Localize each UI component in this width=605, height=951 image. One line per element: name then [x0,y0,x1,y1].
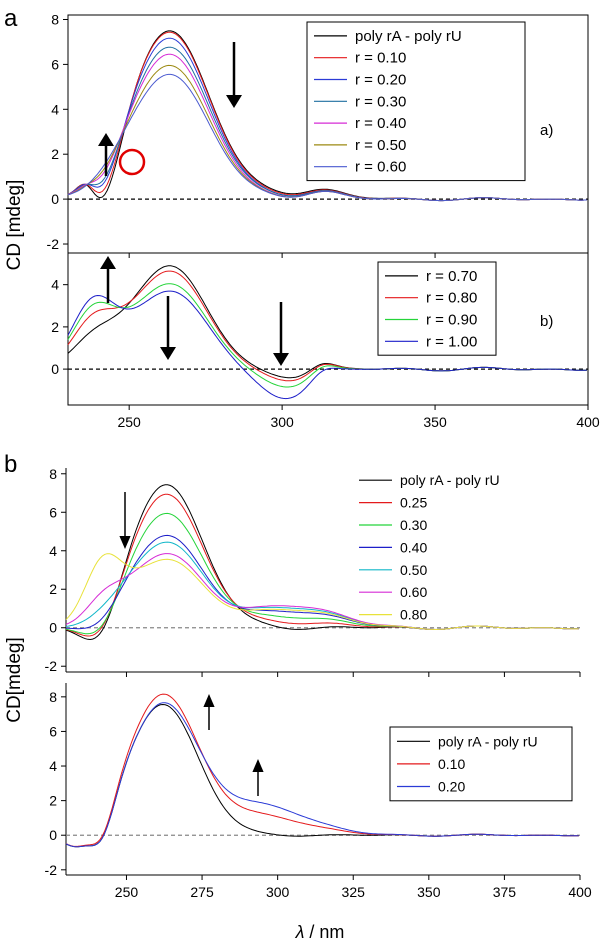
y-tick-label: 2 [51,146,59,162]
legend-b-upper-label: poly rA - poly rU [400,472,500,488]
series-line-2 [67,283,587,388]
legend-a-upper-label: r = 0.10 [355,50,406,67]
legend-b-upper-label: 0.40 [400,539,427,555]
y-tick-label: 8 [49,689,57,705]
series-line-1 [67,270,587,382]
series-line-0 [65,484,579,641]
y-tick-label: 2 [51,319,59,335]
plot-frame [67,252,589,406]
x-tick-label: 250 [117,414,141,430]
y-tick-label: 0 [49,827,57,843]
legend-a-upper-label: r = 0.40 [355,115,406,132]
arrow-up-a1-head [98,133,114,146]
ylabel-a: CD [mdeg] [4,180,25,271]
y-tick-label: 0 [51,361,59,377]
chart-a-upper: -2 0 2 4 6 8 poly rA - poly rU r = 0.10 r = 0.20… [47,11,589,258]
series-line-6 [65,553,579,631]
y-tick-label: 4 [49,758,57,774]
x-tick-label: 300 [266,884,290,900]
x-tick-label: 350 [423,414,447,430]
y-tick-label: 8 [51,11,59,27]
chart-b-upper: -2 0 2 4 6 8 poly rA - poly rU 0.25 0.30 0.40 0.50… [45,466,581,677]
legend-a-upper-label: poly rA - poly rU [355,28,462,45]
arrow-down-b1-head [119,536,131,549]
legend-b-upper-label: 0.60 [400,584,427,600]
x-tick-label: 325 [342,884,366,900]
isosbestic-circle [118,148,146,176]
xlabel-b-unit: / nm [304,922,344,942]
sublabel-a-upper: a) [540,122,553,139]
legend-a-lower-box [377,261,497,356]
xlabel-b-symbol: λ [295,922,305,942]
chart-a-lower: 0 2 4 250 300 350 400 r = 0.70 r = 0.80 r = 0.90 r… [51,252,600,430]
y-tick-label: 8 [49,466,57,482]
panel-label-b: b [4,451,17,478]
arrow-up-a2-head [100,256,116,269]
legend-a-upper-label: r = 0.60 [355,159,406,176]
y-tick-label: -2 [45,862,58,878]
legend-a-lower-label: r = 0.70 [426,268,477,285]
y-tick-label: 4 [51,277,59,293]
arrow-down-a2-head [160,347,176,360]
chart-b-lower: -2 0 2 4 6 8 250 275 300 325 350 375 400 poly rA - po… [45,683,592,900]
ylabel-b: CD[mdeg] [4,637,25,723]
x-tick-label: 400 [568,884,592,900]
legend-b-upper-label: 0.50 [400,562,427,578]
panel-label-a: a [4,5,18,32]
xlabel-b: λ / nm [295,922,345,942]
legend-b-lower-label: 0.20 [438,779,465,795]
series-line-2 [65,702,579,848]
x-tick-label: 275 [190,884,214,900]
legend-b-upper-label: 0.80 [400,607,427,623]
series-line-2 [65,512,579,635]
arrow-down-a3-head [273,353,289,366]
y-tick-label: 6 [51,56,59,72]
y-tick-label: 0 [49,620,57,636]
arrow-up-b1-head [203,694,215,707]
y-tick-label: 2 [49,793,57,809]
series-line-3 [67,290,587,400]
legend-a-upper-label: r = 0.20 [355,72,406,89]
x-tick-label: 350 [417,884,441,900]
legend-a-lower-label: r = 0.90 [426,312,477,329]
sublabel-a-lower: b) [540,313,553,330]
y-tick-label: 4 [49,543,57,559]
x-tick-label: 250 [115,884,139,900]
x-tick-label: 375 [493,884,517,900]
x-tick-label: 300 [270,414,294,430]
legend-a-lower-label: r = 1.00 [426,333,477,350]
legend-b-upper-label: 0.30 [400,517,427,533]
arrow-up-b2-head [252,759,264,772]
y-tick-label: 6 [49,723,57,739]
y-tick-label: 6 [49,504,57,520]
y-tick-label: -2 [47,236,60,252]
y-tick-label: -2 [45,658,58,674]
y-tick-label: 2 [49,581,57,597]
legend-b-lower-label: poly rA - poly rU [438,733,538,749]
y-tick-label: 4 [51,101,59,117]
series-line-3 [65,534,579,630]
legend-b-upper-label: 0.25 [400,495,427,511]
x-tick-label: 400 [576,414,600,430]
series-line-4 [65,541,579,631]
legend-a-upper-label: r = 0.30 [355,93,406,110]
legend-b-lower-label: 0.10 [438,756,465,772]
series-line-6 [67,73,587,202]
legend-a-upper-label: r = 0.50 [355,137,406,154]
arrow-down-a1-head [226,95,242,108]
y-tick-label: 0 [51,191,59,207]
series-line-0 [67,265,587,379]
legend-a-lower-label: r = 0.80 [426,290,477,307]
